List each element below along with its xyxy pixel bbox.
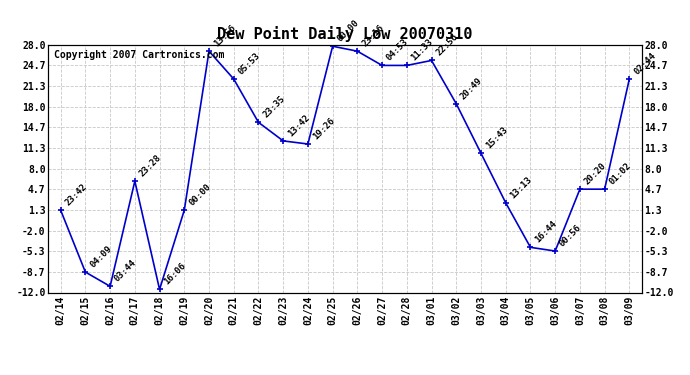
Text: 04:53: 04:53 (385, 37, 411, 63)
Text: 23:28: 23:28 (137, 153, 163, 178)
Text: Copyright 2007 Cartronics.com: Copyright 2007 Cartronics.com (55, 50, 225, 60)
Text: 03:44: 03:44 (113, 258, 138, 284)
Text: 16:06: 16:06 (162, 261, 188, 286)
Text: 23:16: 23:16 (360, 23, 386, 48)
Text: 15:43: 15:43 (484, 125, 509, 150)
Text: 05:53: 05:53 (237, 51, 262, 76)
Text: 02:44: 02:44 (632, 51, 658, 76)
Text: 13:42: 13:42 (286, 113, 311, 138)
Text: 19:26: 19:26 (310, 116, 336, 141)
Text: 01:02: 01:02 (607, 161, 633, 186)
Text: 23:42: 23:42 (63, 182, 89, 207)
Text: 16:44: 16:44 (533, 219, 559, 245)
Text: 00:00: 00:00 (187, 182, 213, 207)
Text: 22:56: 22:56 (434, 32, 460, 58)
Text: 11:33: 11:33 (410, 37, 435, 63)
Text: 20:49: 20:49 (459, 76, 484, 101)
Text: 13:56: 13:56 (212, 23, 237, 48)
Text: 13:13: 13:13 (509, 175, 534, 200)
Text: 20:20: 20:20 (582, 161, 608, 186)
Text: 23:35: 23:35 (262, 94, 286, 120)
Text: 04:09: 04:09 (88, 244, 114, 269)
Title: Dew Point Daily Low 20070310: Dew Point Daily Low 20070310 (217, 27, 473, 42)
Text: 00:00: 00:00 (335, 18, 361, 44)
Text: 00:56: 00:56 (558, 223, 583, 248)
